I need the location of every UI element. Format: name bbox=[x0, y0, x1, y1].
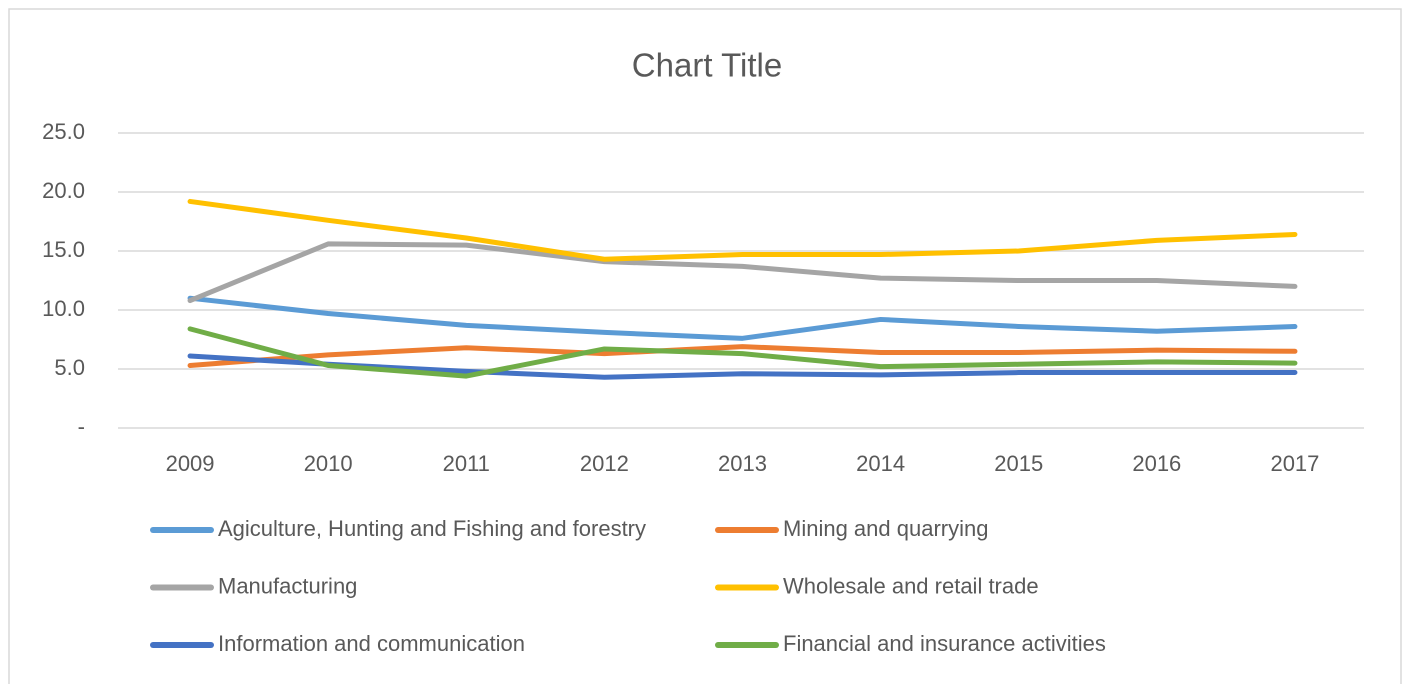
y-tick-label: 5.0 bbox=[54, 355, 85, 380]
x-tick-label: 2017 bbox=[1270, 451, 1319, 476]
series-line bbox=[187, 198, 1298, 262]
legend-label: Wholesale and retail trade bbox=[783, 573, 1039, 598]
y-tick-label: 10.0 bbox=[42, 296, 85, 321]
legend-label: Mining and quarrying bbox=[783, 516, 988, 541]
series-line bbox=[187, 241, 1298, 304]
x-tick-label: 2014 bbox=[856, 451, 905, 476]
x-tick-label: 2009 bbox=[166, 451, 215, 476]
x-tick-label: 2010 bbox=[304, 451, 353, 476]
y-tick-label: 25.0 bbox=[42, 119, 85, 144]
chart-title: Chart Title bbox=[632, 47, 782, 84]
legend-label: Manufacturing bbox=[218, 573, 357, 598]
x-tick-label: 2011 bbox=[443, 451, 490, 476]
legend-label: Information and communication bbox=[218, 631, 525, 656]
y-tick-label: 20.0 bbox=[42, 178, 85, 203]
x-tick-label: 2016 bbox=[1132, 451, 1181, 476]
series-line bbox=[187, 326, 1298, 379]
y-tick-label: 15.0 bbox=[42, 237, 85, 262]
y-tick-label: - bbox=[78, 414, 85, 439]
series-line bbox=[187, 295, 1298, 341]
legend-label: Agiculture, Hunting and Fishing and fore… bbox=[218, 516, 646, 541]
series-line bbox=[187, 344, 1298, 368]
x-tick-label: 2013 bbox=[718, 451, 767, 476]
x-tick-label: 2015 bbox=[994, 451, 1043, 476]
x-tick-label: 2012 bbox=[580, 451, 629, 476]
legend-label: Financial and insurance activities bbox=[783, 631, 1106, 656]
